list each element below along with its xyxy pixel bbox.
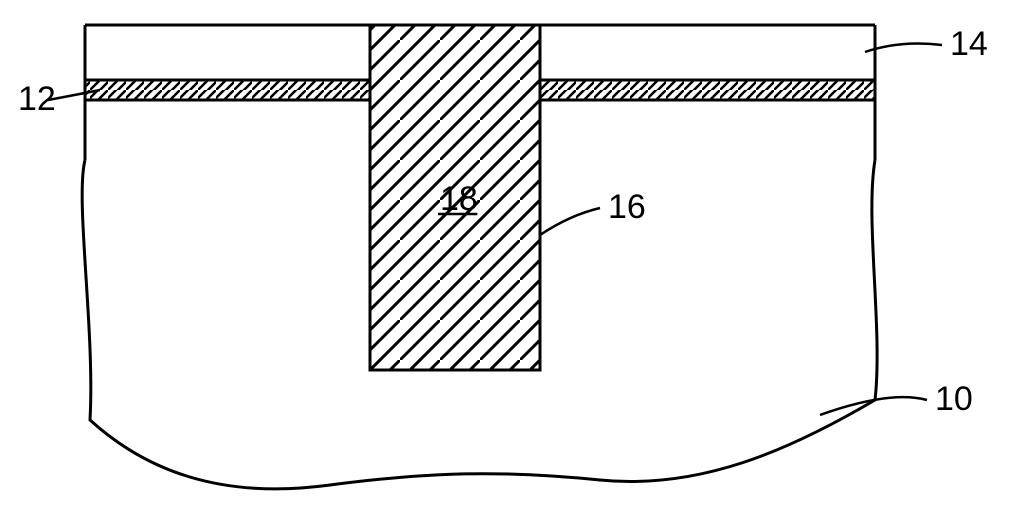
- label-14: 14: [950, 25, 988, 63]
- label-16: 16: [608, 188, 646, 226]
- label-10: 10: [935, 380, 973, 418]
- label-18: 18: [440, 180, 478, 218]
- label-12: 12: [18, 80, 56, 118]
- cross-section-diagram: 14 12 18 16 10: [0, 0, 1013, 512]
- diagram-svg: 14 12 18 16 10: [0, 0, 1013, 512]
